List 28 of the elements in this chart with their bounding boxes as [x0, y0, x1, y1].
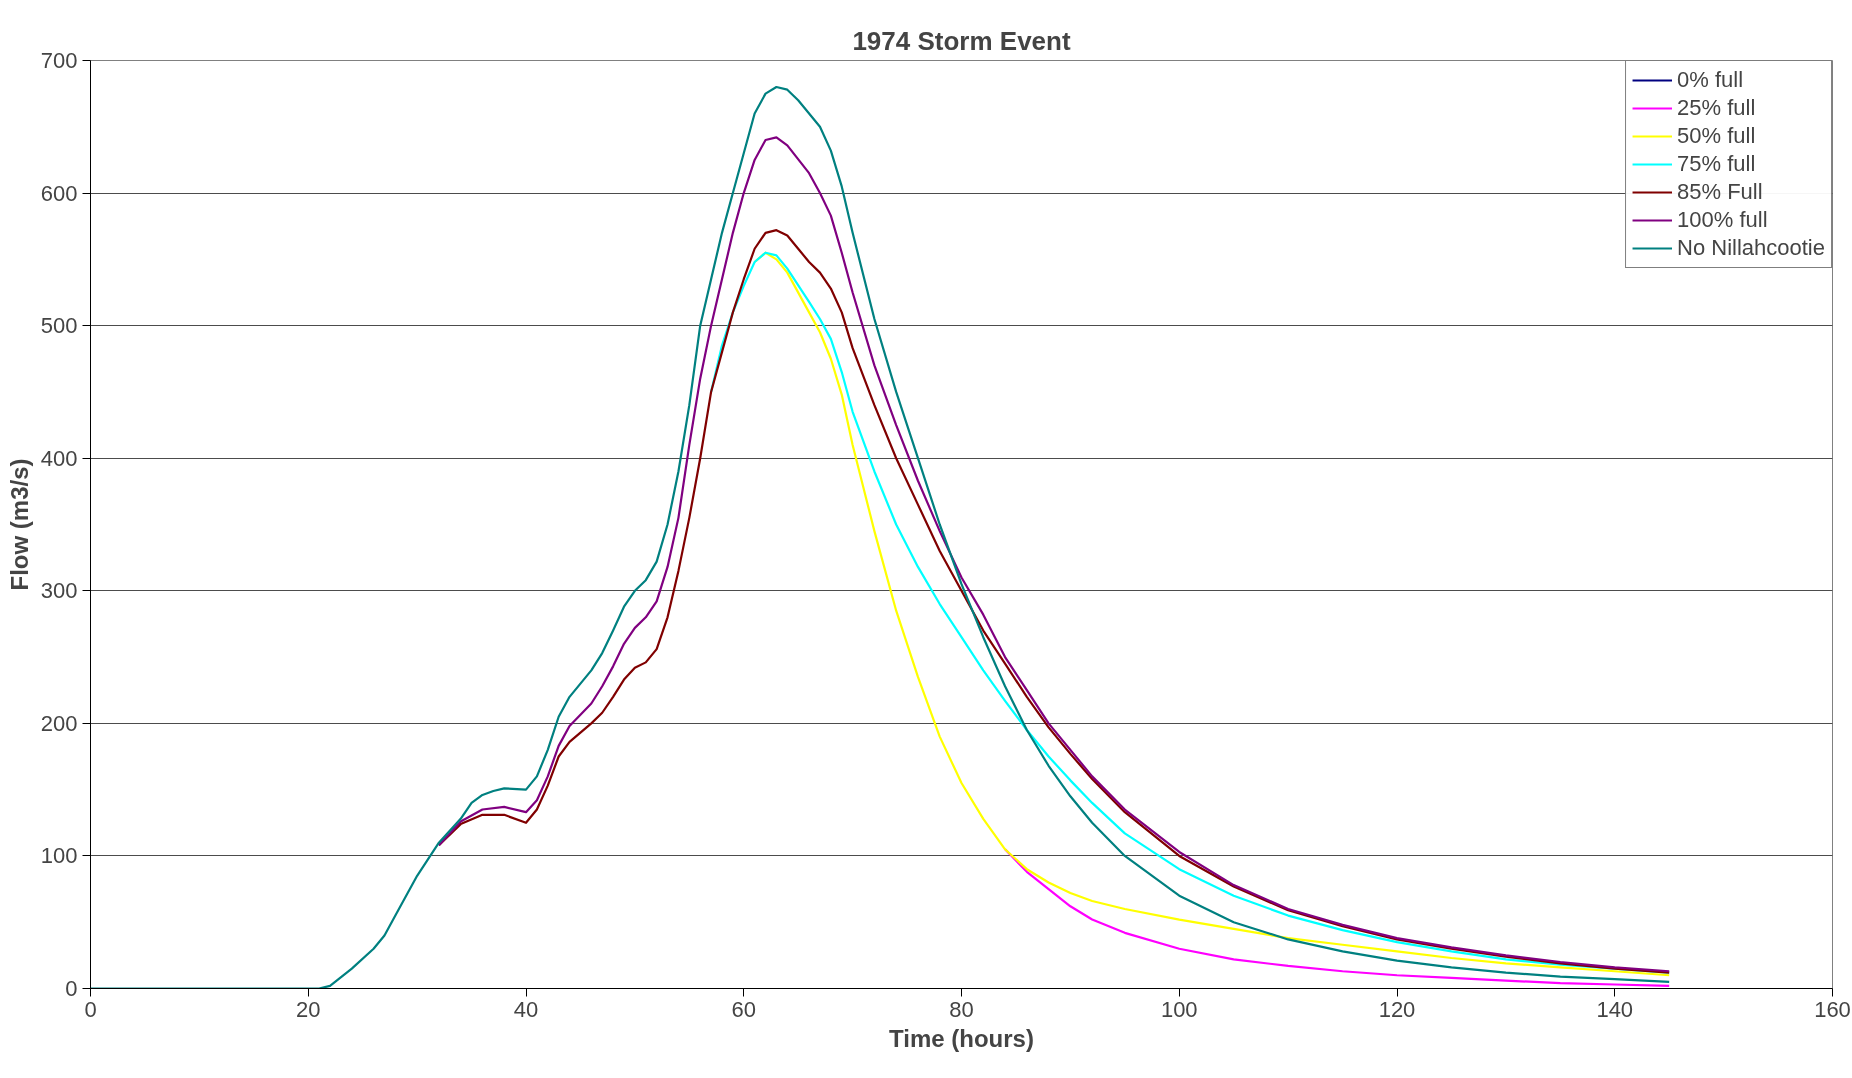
x-tick-label: 160 — [1814, 996, 1851, 1022]
chart-title: 1974 Storm Event — [852, 25, 1071, 56]
y-tick-label: 300 — [40, 578, 78, 604]
x-tick-label: 80 — [949, 996, 974, 1022]
y-tick-label: 600 — [40, 180, 78, 206]
y-tick-label: 500 — [40, 313, 78, 339]
x-tick-label: 140 — [1596, 996, 1634, 1022]
x-tick-label: 100 — [1160, 996, 1198, 1022]
x-tick-label: 40 — [513, 996, 539, 1022]
x-tick-label: 60 — [731, 996, 756, 1022]
y-tick-label: 400 — [40, 445, 78, 471]
y-tick-label: 100 — [40, 843, 78, 869]
y-axis-title: Flow (m3/s) — [5, 458, 33, 591]
legend-label: 100% full — [1677, 207, 1768, 233]
line-series — [90, 85, 1671, 989]
legend-label: 85% Full — [1677, 179, 1763, 205]
legend-label: 0% full — [1677, 67, 1744, 93]
x-tick-label: 120 — [1378, 996, 1416, 1022]
legend-label: 75% full — [1677, 151, 1756, 177]
x-axis-title: Time (hours) — [889, 1024, 1034, 1052]
x-tick-label: 0 — [84, 996, 97, 1022]
y-tick-label: 200 — [40, 710, 78, 736]
legend-label: 50% full — [1677, 123, 1756, 149]
x-tick-label: 20 — [296, 996, 321, 1022]
legend-label: 25% full — [1677, 95, 1756, 121]
y-tick-label: 700 — [40, 48, 78, 73]
legend-label: No Nillahcootie — [1677, 235, 1825, 261]
y-tick-label: 0 — [65, 976, 78, 1001]
